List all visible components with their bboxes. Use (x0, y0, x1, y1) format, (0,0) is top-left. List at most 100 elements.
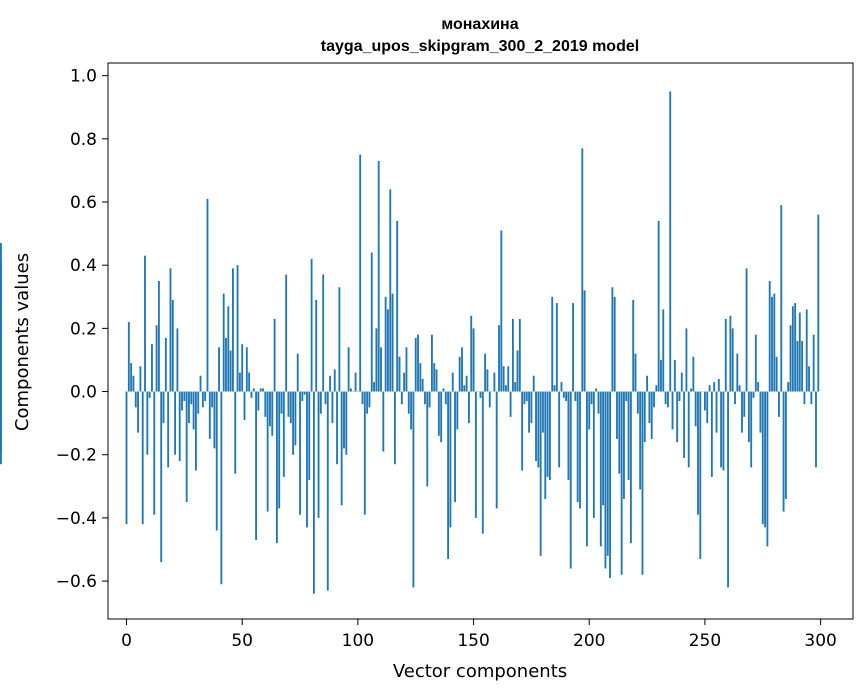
bar (280, 391, 283, 414)
bar (303, 391, 306, 395)
bar (650, 391, 653, 439)
bar (201, 391, 204, 408)
bar (134, 391, 137, 408)
bar (338, 287, 341, 392)
bar (315, 299, 318, 392)
y-tick-label: 0.4 (70, 256, 97, 276)
bar (269, 391, 271, 427)
bar (141, 391, 144, 525)
bar (789, 325, 792, 392)
bar (266, 391, 269, 512)
bar (176, 328, 179, 392)
bar (421, 378, 424, 392)
bar (370, 252, 373, 392)
bar (301, 391, 304, 402)
bar (400, 391, 403, 405)
bar (495, 391, 498, 509)
bar (685, 328, 688, 392)
bar (197, 391, 200, 414)
bar (373, 382, 375, 392)
bar (414, 337, 417, 392)
bar (171, 299, 174, 392)
bar (398, 356, 401, 392)
bar (391, 293, 394, 392)
bar (727, 391, 729, 588)
bar (243, 391, 246, 420)
y-tick-label: −0.2 (56, 446, 97, 466)
bar (671, 391, 674, 430)
bar (407, 391, 410, 414)
bar (366, 391, 369, 414)
bar (380, 347, 382, 392)
bar (403, 372, 406, 392)
bar (308, 391, 311, 480)
bar (331, 391, 334, 424)
bar (511, 318, 514, 392)
bar (704, 391, 706, 411)
bar (428, 391, 431, 408)
chart-title-line1: монахина (441, 16, 518, 33)
bar (474, 391, 477, 518)
bar (259, 388, 262, 392)
bar (310, 258, 313, 392)
bar (285, 274, 288, 392)
x-tick-label: 150 (457, 631, 489, 651)
bar (743, 391, 746, 417)
y-tick-label: 0.8 (70, 130, 97, 150)
bar (586, 391, 588, 547)
bar (336, 391, 338, 465)
bar (507, 366, 510, 392)
bar (657, 220, 660, 392)
bar (565, 391, 568, 402)
bar (340, 391, 343, 506)
bar (387, 309, 389, 392)
y-tick-label: 1.0 (70, 67, 97, 87)
bar (618, 391, 621, 474)
bar (169, 268, 172, 392)
bar (437, 391, 440, 436)
bar (278, 391, 281, 509)
bar (602, 391, 605, 506)
bar (456, 391, 459, 430)
bar (157, 280, 160, 392)
bar (0, 262, 2, 392)
bar (250, 391, 253, 398)
bar (199, 375, 202, 392)
bar (461, 347, 463, 392)
bar (815, 391, 817, 468)
bar (761, 391, 764, 525)
bar (518, 318, 521, 392)
bar (417, 334, 419, 392)
bar (350, 388, 352, 392)
bar (722, 391, 725, 471)
bar (548, 391, 551, 480)
bar (361, 391, 364, 405)
bar (347, 347, 350, 392)
x-axis-label: Vector components (393, 661, 567, 682)
bar (282, 391, 285, 477)
bar (736, 353, 739, 392)
bar (264, 391, 267, 417)
bar (151, 344, 153, 392)
bar (319, 391, 322, 414)
bar (636, 391, 639, 414)
plot-frame (107, 62, 854, 620)
y-tick-label: 0.6 (70, 193, 97, 213)
bar (449, 391, 452, 528)
bar (465, 375, 468, 392)
bar (0, 391, 2, 452)
bar (160, 391, 163, 563)
bar (784, 391, 787, 499)
bar (687, 391, 690, 468)
x-ticks: 0 50 100 150 200 250 300 (121, 619, 837, 651)
bar (764, 391, 767, 528)
bar (442, 388, 445, 392)
bar (588, 391, 591, 430)
bar (808, 366, 810, 392)
bar (697, 391, 699, 515)
bar (521, 391, 524, 471)
bar (502, 366, 505, 392)
bar (616, 391, 618, 439)
bar (805, 309, 808, 392)
